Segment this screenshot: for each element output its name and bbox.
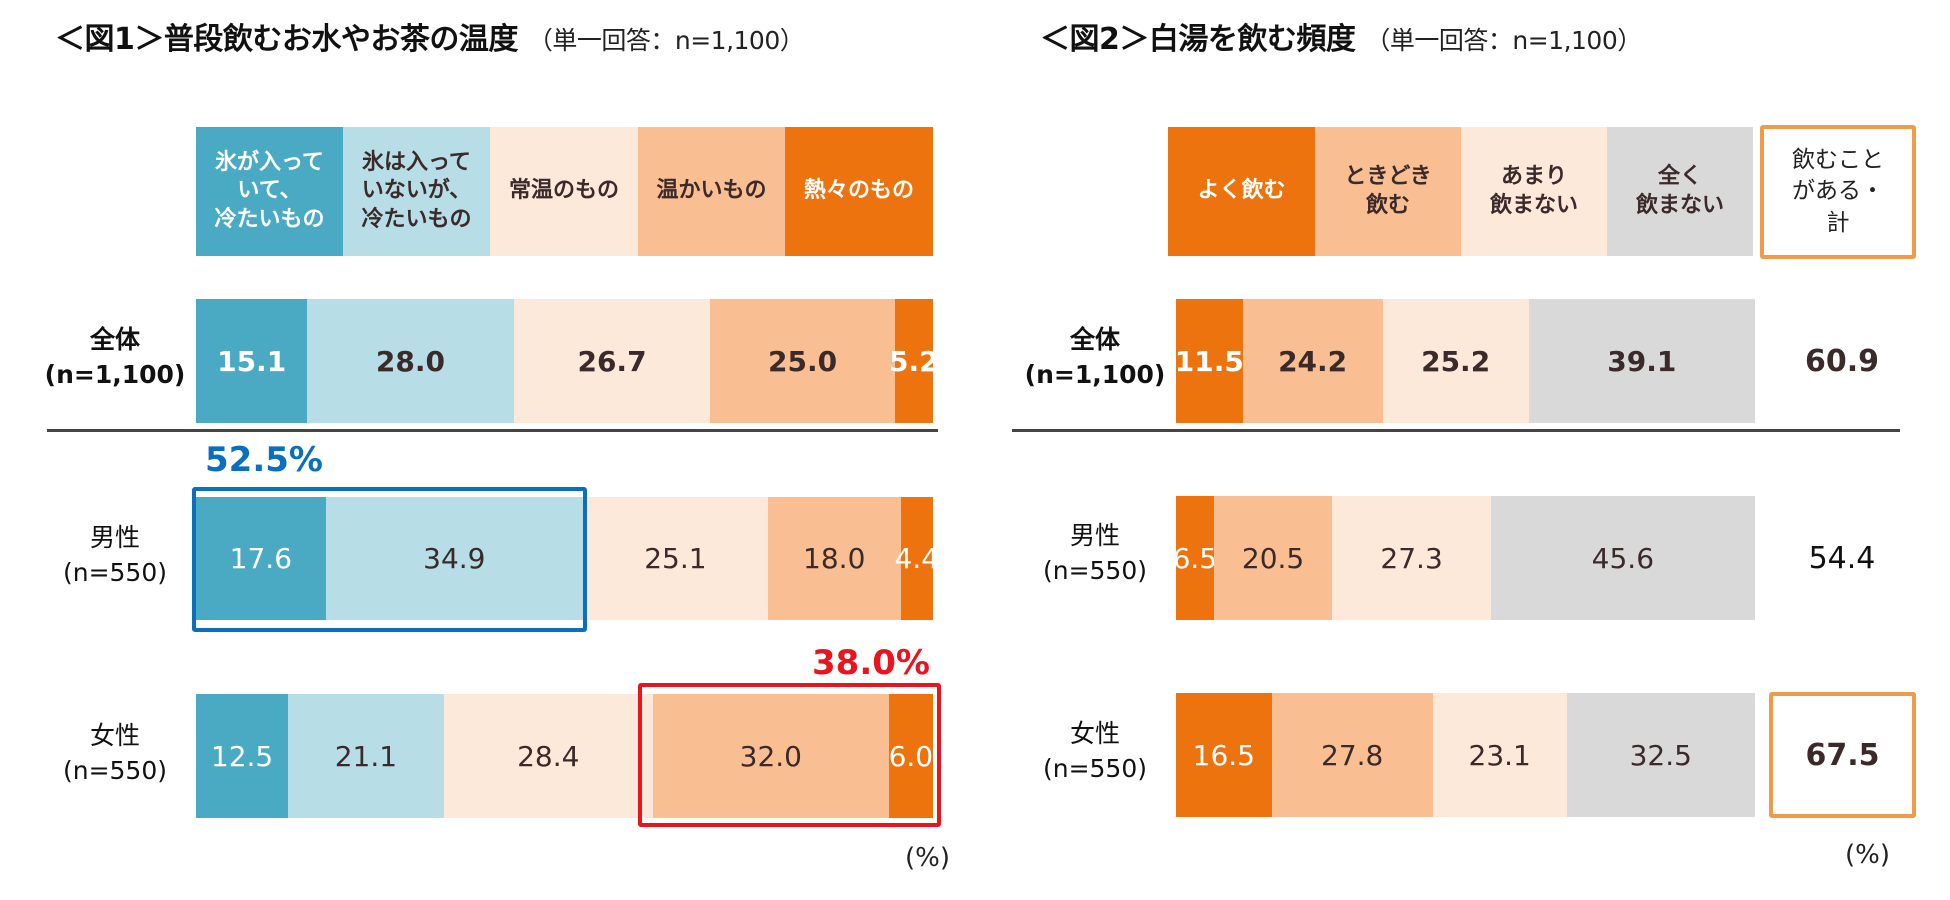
fig1-bar-segment: 18.0	[767, 497, 901, 620]
fig1-bar-male: 17.6 34.9 25.1 18.0 4.4	[196, 497, 939, 620]
fig1-title: ＜図1＞普段飲むお水やお茶の温度 （単一回答：n=1,100）	[55, 14, 805, 58]
fig1-row-label-female: 女性 (n=550)	[62, 721, 168, 785]
fig1-subtitle: （単一回答：n=1,100）	[527, 26, 805, 55]
fig2-bar-segment: 32.5	[1566, 693, 1755, 817]
fig2-title-text: ＜図2＞白湯を飲む頻度	[1040, 22, 1356, 57]
fig1-bar-segment: 25.0	[710, 299, 895, 423]
fig2-bar-segment: 39.1	[1528, 299, 1755, 423]
fig2-bar-female: 16.5 27.8 23.1 32.5	[1176, 693, 1755, 817]
fig1-title-text: ＜図1＞普段飲むお水やお茶の温度	[55, 22, 518, 57]
fig2-row-label-male: 男性 (n=550)	[1042, 521, 1148, 585]
fig1-legend-header: 氷が入って いて、 冷たいもの 氷は入って いないが、 冷たいもの 常温のもの 温かい…	[196, 127, 933, 256]
fig1-bar-segment: 32.0	[652, 694, 889, 818]
fig1-bar-segment: 28.0	[307, 299, 514, 423]
fig2-total-female: 67.5	[1769, 692, 1916, 818]
fig2-bar-segment: 16.5	[1176, 693, 1272, 817]
fig2-bar-segment: 23.1	[1432, 693, 1567, 817]
fig1-unit-label: (%)	[905, 843, 950, 873]
fig2-total-header: 飲むこと がある・ 計	[1760, 125, 1916, 259]
fig1-bar-segment: 4.4	[895, 497, 939, 620]
fig2-bar-segment: 6.5	[1173, 496, 1217, 620]
fig1-highlight-box-blue	[192, 487, 587, 632]
fig1-bar-female: 12.5 21.1 28.4 32.0 6.0	[196, 694, 933, 818]
fig2-bar-segment: 25.2	[1382, 299, 1529, 423]
fig1-bar-segment: 34.9	[325, 497, 583, 620]
fig2-total-male: 54.4	[1808, 540, 1876, 576]
fig2-bar-all: 11.5 24.2 25.2 39.1	[1175, 299, 1755, 423]
fig2-row-label-all: 全体 (n=1,100)	[1024, 325, 1166, 389]
fig1-legend-item: 温かいもの	[638, 127, 785, 256]
fig1-bar-segment: 12.5	[196, 694, 289, 818]
fig2-row-label-female: 女性 (n=550)	[1042, 719, 1148, 783]
fig1-bar-segment: 5.2	[889, 299, 939, 423]
fig2-legend-header: よく飲む ときどき 飲む あまり 飲まない 全く 飲まない	[1168, 127, 1753, 256]
fig1-legend-item: 常温のもの	[490, 127, 638, 256]
fig1-bar-segment: 17.6	[196, 497, 326, 620]
fig2-total-all: 60.9	[1804, 343, 1880, 379]
fig1-row-label-male: 男性 (n=550)	[62, 523, 168, 587]
fig2-title: ＜図2＞白湯を飲む頻度 （単一回答：n=1,100）	[1040, 14, 1642, 58]
fig2-legend-item: 全く 飲まない	[1607, 127, 1753, 256]
fig1-row-label-all: 全体 (n=1,100)	[44, 325, 186, 389]
fig1-legend-item: 氷が入って いて、 冷たいもの	[196, 127, 343, 256]
fig1-bar-segment: 21.1	[288, 694, 444, 818]
fig1-highlight-label-blue: 52.5%	[205, 440, 323, 480]
fig1-legend-item: 氷は入って いないが、 冷たいもの	[343, 127, 490, 256]
fig1-bar-segment: 25.1	[582, 497, 768, 620]
fig2-legend-item: よく飲む	[1168, 127, 1315, 256]
fig2-unit-label: (%)	[1845, 840, 1890, 870]
fig2-bar-segment: 20.5	[1213, 496, 1333, 620]
fig1-highlight-box-red	[638, 683, 941, 827]
fig1-legend-item: 熱々のもの	[785, 127, 933, 256]
fig2-bar-segment: 27.3	[1332, 496, 1491, 620]
fig2-bar-segment: 11.5	[1175, 299, 1244, 423]
fig1-bar-segment: 26.7	[513, 299, 711, 423]
fig2-legend-item: あまり 飲まない	[1461, 127, 1607, 256]
fig2-subtitle: （単一回答：n=1,100）	[1365, 26, 1642, 55]
fig1-separator	[47, 429, 938, 432]
fig2-bar-male: 6.5 20.5 27.3 45.6	[1173, 496, 1755, 620]
fig1-bar-segment: 15.1	[196, 299, 308, 423]
fig2-legend-item: ときどき 飲む	[1315, 127, 1461, 256]
fig2-bar-segment: 45.6	[1490, 496, 1755, 620]
fig1-bar-segment: 28.4	[443, 694, 653, 818]
fig1-highlight-label-red: 38.0%	[812, 643, 930, 683]
fig2-separator	[1012, 429, 1900, 432]
fig2-bar-segment: 24.2	[1242, 299, 1383, 423]
fig1-bar-segment: 6.0	[889, 694, 933, 818]
fig2-bar-segment: 27.8	[1271, 693, 1433, 817]
fig1-bar-all: 15.1 28.0 26.7 25.0 5.2	[196, 299, 939, 423]
